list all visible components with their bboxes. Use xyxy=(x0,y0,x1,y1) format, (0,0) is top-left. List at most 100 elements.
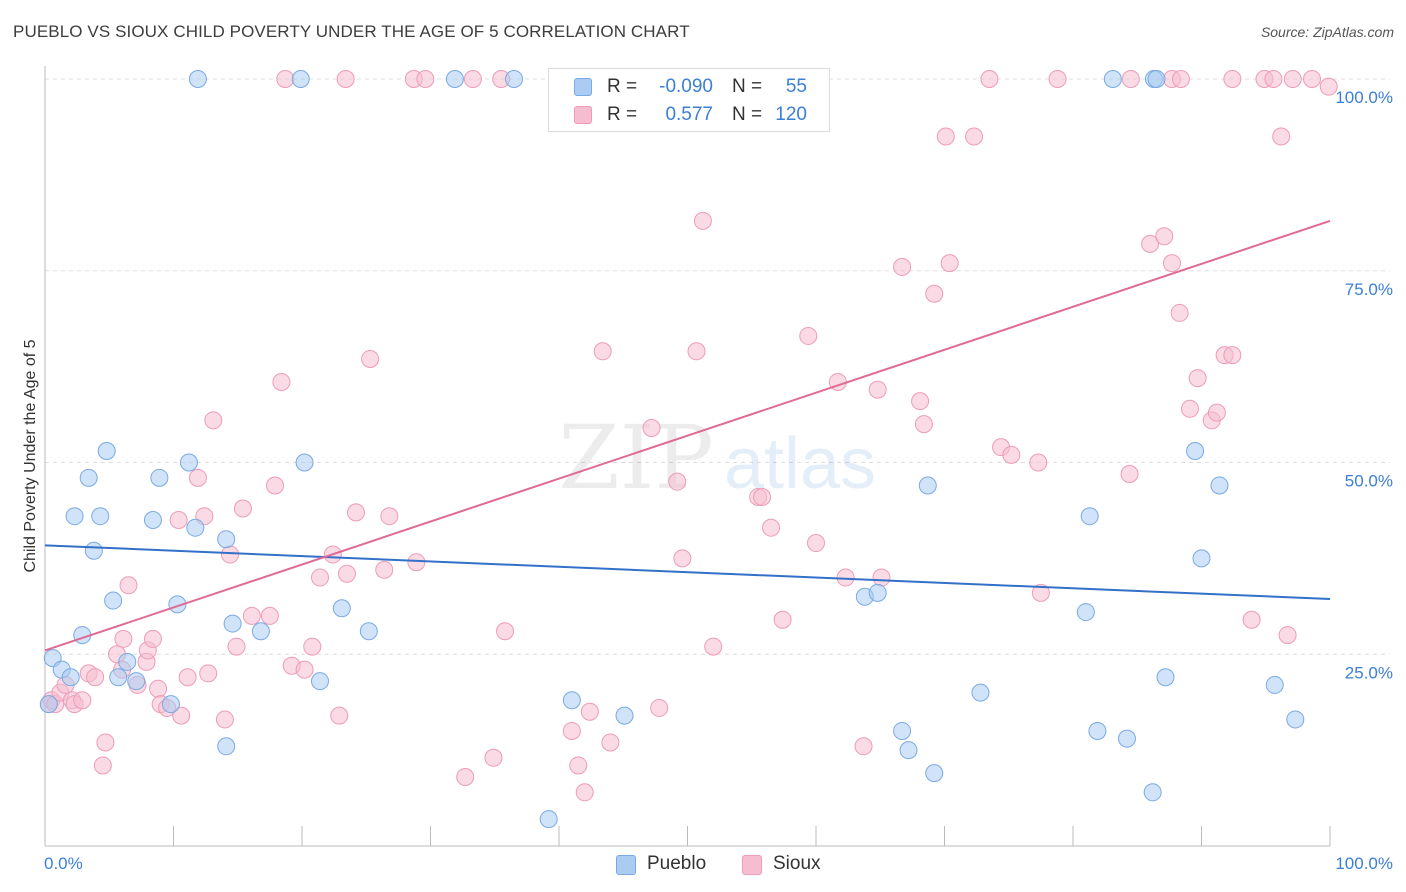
sioux-point xyxy=(569,756,588,775)
pueblo-point xyxy=(1286,710,1305,729)
sioux-point xyxy=(601,733,620,752)
sioux-point xyxy=(346,503,365,522)
sioux-point xyxy=(965,127,984,146)
sioux-point xyxy=(1031,583,1050,602)
pueblo-point xyxy=(925,764,944,783)
sioux-point xyxy=(337,564,356,583)
sioux-point xyxy=(693,211,712,230)
sioux-point xyxy=(762,518,781,537)
watermark-atlas: atlas xyxy=(724,424,876,504)
sioux-point xyxy=(1180,399,1199,418)
sioux-point xyxy=(361,349,380,368)
pueblo-point xyxy=(1103,70,1122,88)
pueblo-point xyxy=(161,695,180,714)
sioux-point xyxy=(868,380,887,399)
sioux-point xyxy=(1223,70,1242,88)
sioux-point xyxy=(169,511,188,530)
sioux-point xyxy=(276,70,295,88)
sioux-point xyxy=(980,70,999,88)
pueblo-point xyxy=(84,541,103,560)
sioux-point xyxy=(1170,303,1189,322)
sioux-point xyxy=(380,507,399,526)
pueblo-point xyxy=(1192,549,1211,568)
trend-lines xyxy=(44,219,1331,652)
legend-label: Sioux xyxy=(773,853,821,874)
sioux-point xyxy=(642,418,661,437)
pueblo-point xyxy=(1186,441,1205,460)
pueblo-point xyxy=(562,691,581,710)
pueblo-point xyxy=(310,672,329,691)
source-label: Source: ZipAtlas.com xyxy=(1260,24,1394,40)
sioux-point xyxy=(1029,453,1048,472)
sioux-point xyxy=(854,737,873,756)
sioux-point xyxy=(807,534,825,553)
sioux-swatch xyxy=(574,106,592,124)
sioux-point xyxy=(149,679,168,698)
pueblo-swatch xyxy=(616,855,636,875)
pueblo-point xyxy=(893,721,912,740)
pueblo-point xyxy=(1210,476,1229,495)
sioux-point xyxy=(575,783,594,802)
pueblo-point xyxy=(143,511,162,530)
sioux-point xyxy=(227,637,246,656)
sioux-point xyxy=(893,257,912,276)
y-tick-labels: 25.0% 50.0% 75.0% 100.0% xyxy=(1335,88,1393,682)
pueblo-point xyxy=(223,614,242,633)
sioux-point xyxy=(463,70,482,88)
pueblo-point xyxy=(65,507,84,526)
pueblo-point xyxy=(505,70,524,88)
sioux-point xyxy=(96,733,115,752)
legend-row-sioux: R = 0.577 N = 120 xyxy=(549,101,829,129)
pueblo-point xyxy=(104,591,123,610)
axes xyxy=(44,66,1331,847)
sioux-point xyxy=(1171,70,1190,88)
pueblo-point xyxy=(97,441,116,460)
pueblo-point xyxy=(1147,70,1166,88)
x-tick-label: 0.0% xyxy=(44,854,83,873)
sioux-point xyxy=(687,342,706,361)
sioux-point xyxy=(303,637,322,656)
sioux-point xyxy=(1272,127,1291,146)
pueblo-point xyxy=(445,70,464,88)
n-label: N = xyxy=(732,104,763,125)
sioux-point xyxy=(925,284,944,303)
pueblo-point xyxy=(615,706,634,725)
pueblo-point xyxy=(1080,507,1099,526)
sioux-point xyxy=(143,629,162,648)
sioux-point xyxy=(73,691,92,710)
sioux-point xyxy=(593,342,612,361)
legend-label: Pueblo xyxy=(647,853,707,874)
x-tick-label: 100.0% xyxy=(1335,854,1393,873)
sioux-point xyxy=(204,411,223,430)
sioux-point xyxy=(1283,70,1302,88)
pueblo-point xyxy=(1156,668,1175,687)
pueblo-point xyxy=(868,583,887,602)
y-tick-label: 100.0% xyxy=(1335,88,1393,107)
sioux-point xyxy=(1223,346,1242,365)
sioux-point xyxy=(911,392,930,411)
sioux-point xyxy=(86,668,105,687)
pueblo-point xyxy=(332,599,351,618)
pueblo-point xyxy=(1143,783,1162,802)
pueblo-point xyxy=(61,668,80,687)
sioux-point xyxy=(114,629,133,648)
sioux-point xyxy=(242,606,261,625)
sioux-point xyxy=(272,372,291,391)
watermark-zip: ZIP xyxy=(558,406,713,509)
y-tick-label: 50.0% xyxy=(1345,472,1393,491)
pueblo-swatch xyxy=(574,78,592,96)
sioux-points xyxy=(39,70,1338,802)
pueblo-point xyxy=(39,695,58,714)
n-value: 55 xyxy=(785,76,807,97)
pueblo-point xyxy=(1088,721,1107,740)
pueblo-point xyxy=(291,70,310,88)
pueblo-point xyxy=(179,453,198,472)
sioux-point xyxy=(1242,610,1261,629)
pueblo-point xyxy=(359,622,378,641)
pueblo-point xyxy=(971,683,990,702)
sioux-point xyxy=(1155,227,1174,246)
pueblo-point xyxy=(109,668,128,687)
sioux-point xyxy=(1048,70,1067,88)
sioux-point xyxy=(295,660,314,679)
